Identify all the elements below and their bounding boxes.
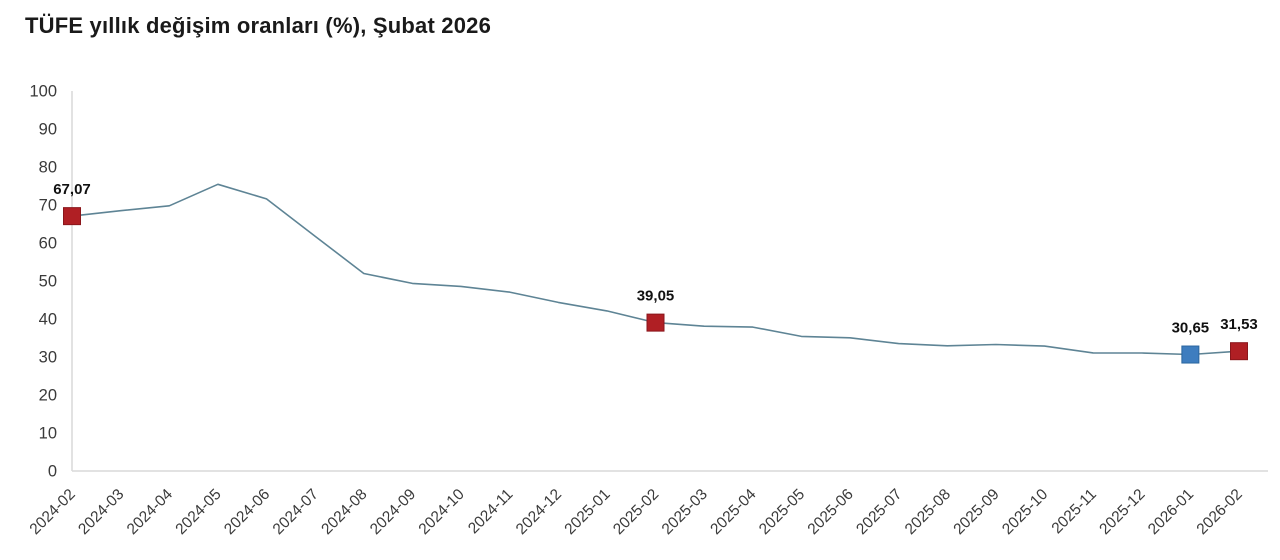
y-axis-tick-label: 100 [29,83,57,101]
data-marker-2024-02 [63,207,81,226]
x-axis-tick-label: 2024-02 [27,486,79,538]
data-label-2025-02: 39,05 [637,288,675,305]
data-marker-2026-02 [1230,342,1248,361]
x-axis-tick-label: 2025-04 [707,486,760,539]
x-axis-tick-label: 2026-01 [1145,486,1197,538]
data-label-2026-02: 31,53 [1220,316,1258,333]
y-axis-tick-label: 50 [39,273,57,291]
x-axis-tick-label: 2025-06 [805,486,857,538]
x-axis-tick-label: 2025-09 [950,486,1002,538]
x-axis-tick-label: 2024-09 [367,486,419,538]
x-axis-tick-label: 2025-12 [1096,486,1148,538]
x-axis-tick-label: 2024-12 [513,486,565,538]
x-axis-tick-label: 2025-02 [610,486,662,538]
y-axis-tick-label: 70 [39,197,57,215]
x-axis-tick-label: 2024-11 [465,486,516,537]
y-axis-tick-label: 20 [39,387,57,405]
x-axis-tick-label: 2024-10 [416,486,469,539]
x-axis-tick-label: 2025-08 [902,486,954,538]
y-axis-tick-label: 10 [39,425,57,443]
y-axis-tick-label: 90 [39,121,57,139]
x-axis-tick-label: 2025-10 [999,486,1052,539]
x-axis-tick-label: 2025-07 [853,486,905,538]
y-axis-tick-label: 0 [48,463,57,481]
x-axis-tick-label: 2025-03 [659,486,711,538]
x-axis-tick-label: 2024-08 [318,486,370,538]
x-axis-tick-label: 2025-01 [561,486,613,538]
chart-title: TÜFE yıllık değişim oranları (%), Şubat … [25,13,492,38]
data-marker-2026-01 [1181,345,1200,364]
y-axis-tick-label: 30 [39,349,57,367]
data-label-2024-02: 67,07 [53,181,91,198]
x-axis-tick-label: 2024-03 [75,486,127,538]
x-axis-tick-label: 2026-02 [1194,486,1246,538]
x-axis-tick-label: 2024-05 [172,486,224,538]
y-axis-tick-label: 60 [39,235,57,253]
x-axis-tick-label: 2025-11 [1049,486,1100,537]
data-marker-2025-02 [646,313,665,332]
y-axis-tick-label: 40 [39,311,57,329]
y-axis-tick-label: 80 [39,159,57,177]
x-axis-tick-label: 2024-06 [221,486,273,538]
data-label-2026-01: 30,65 [1172,320,1210,337]
x-axis-tick-label: 2024-04 [124,486,177,539]
x-axis-tick-label: 2025-05 [756,486,808,538]
x-axis-tick-label: 2024-07 [270,486,322,538]
